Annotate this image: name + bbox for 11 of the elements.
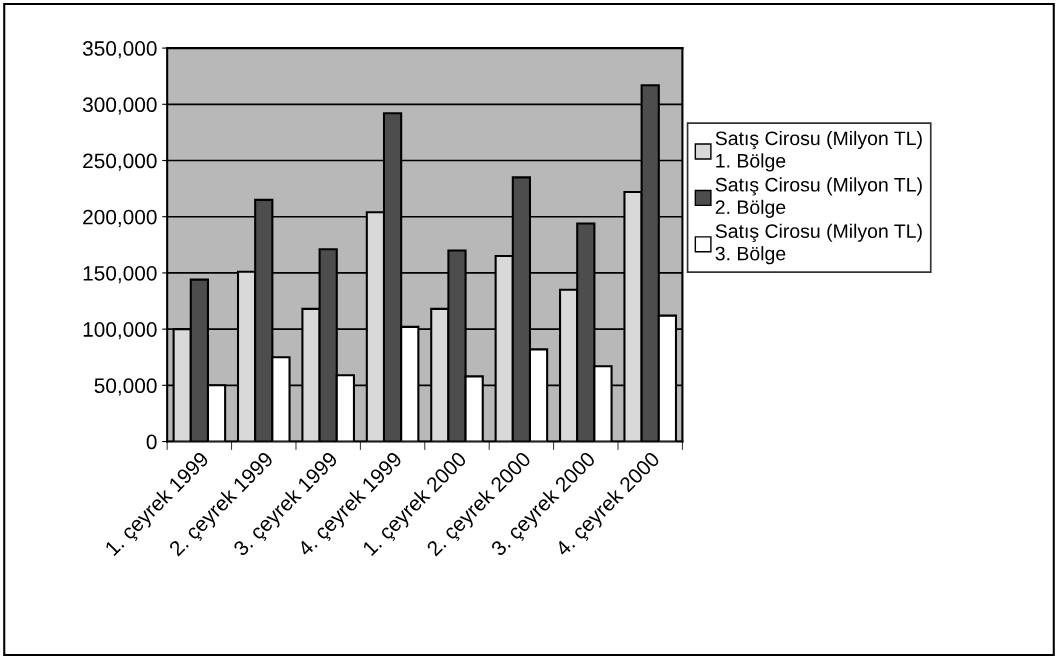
legend-label: Satış Cirosu (Milyon TL) 2. Bölge: [715, 177, 922, 218]
y-tick-label: 250,000: [83, 153, 157, 171]
y-tick-label: 0: [146, 434, 157, 450]
y-tick-label: 100,000: [83, 322, 157, 340]
y-tick-label: 300,000: [82, 97, 157, 115]
y-tick-label: 150,000: [83, 265, 157, 284]
legend-label: Satış Cirosu (Milyon TL) 3. Bölge: [715, 223, 922, 265]
y-tick-label: 200,000: [83, 209, 157, 227]
y-tick-label: 350,000: [82, 41, 157, 59]
y-tick-label: 50,000: [94, 378, 157, 396]
legend-label: Satış Cirosu (Milyon TL) 1. Bölge: [715, 130, 922, 172]
